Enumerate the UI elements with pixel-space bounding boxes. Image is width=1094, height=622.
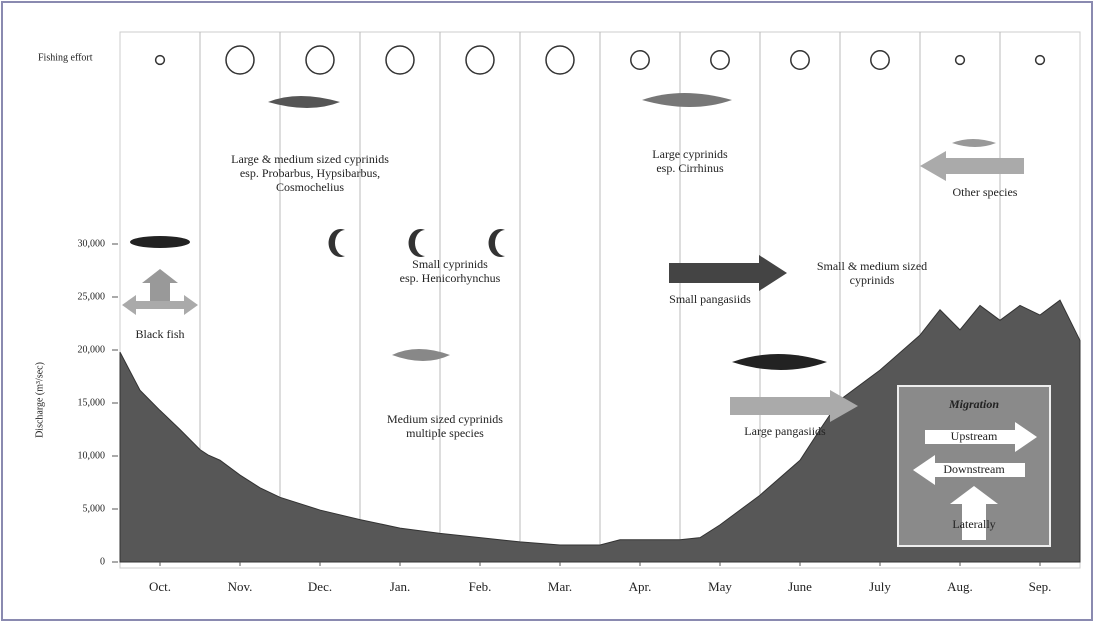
y-tick-label: 15,000 — [78, 397, 106, 408]
annotation: esp. Probarbus, Hypsibarbus, — [240, 166, 380, 180]
fishing-effort-label: Fishing effort — [38, 52, 93, 63]
legend-item: Downstream — [943, 462, 1005, 476]
annotation: Medium sized cyprinids — [387, 412, 503, 426]
y-axis-label: Discharge (m³/sec) — [34, 362, 45, 438]
annotation: cyprinids — [850, 273, 895, 287]
x-tick-label: Dec. — [308, 579, 332, 594]
x-tick-label: June — [788, 579, 812, 594]
y-tick-label: 0 — [100, 556, 105, 567]
annotation: esp. Cirrhinus — [656, 161, 724, 175]
migration-legend: Migration Upstream Downstream Laterally — [898, 386, 1050, 546]
annotation: Large pangasiids — [744, 424, 826, 438]
x-tick-label: July — [869, 579, 891, 594]
fish-icon — [130, 236, 190, 248]
y-tick-label: 5,000 — [83, 503, 106, 514]
annotation: Cosmochelius — [276, 180, 344, 194]
y-tick-label: 10,000 — [78, 450, 106, 461]
x-tick-label: Aug. — [947, 579, 973, 594]
x-tick-label: Mar. — [548, 579, 572, 594]
x-tick-label: Sep. — [1029, 579, 1052, 594]
y-tick-label: 30,000 — [78, 238, 106, 249]
annotation: Small cyprinids — [412, 257, 488, 271]
y-tick-label: 25,000 — [78, 291, 106, 302]
annotation: Black fish — [136, 327, 185, 341]
x-tick-label: Apr. — [629, 579, 652, 594]
annotation: Small & medium sized — [817, 259, 927, 273]
legend-item: Upstream — [951, 429, 998, 443]
x-tick-label: May — [708, 579, 732, 594]
legend-title: Migration — [948, 397, 999, 411]
annotation: Large cyprinids — [652, 147, 728, 161]
page: Migration Upstream Downstream Laterally … — [0, 0, 1094, 622]
x-tick-label: Jan. — [390, 579, 411, 594]
x-tick-label: Oct. — [149, 579, 171, 594]
annotation: multiple species — [406, 426, 484, 440]
annotation: Other species — [953, 185, 1018, 199]
chart: Migration Upstream Downstream Laterally … — [0, 0, 1094, 622]
y-tick-label: 20,000 — [78, 344, 106, 355]
annotation: esp. Henicorhynchus — [400, 271, 501, 285]
annotation: Large & medium sized cyprinids — [231, 152, 389, 166]
legend-item: Laterally — [952, 517, 995, 531]
annotation: Small pangasiids — [669, 292, 751, 306]
x-tick-label: Nov. — [228, 579, 253, 594]
x-tick-label: Feb. — [469, 579, 492, 594]
